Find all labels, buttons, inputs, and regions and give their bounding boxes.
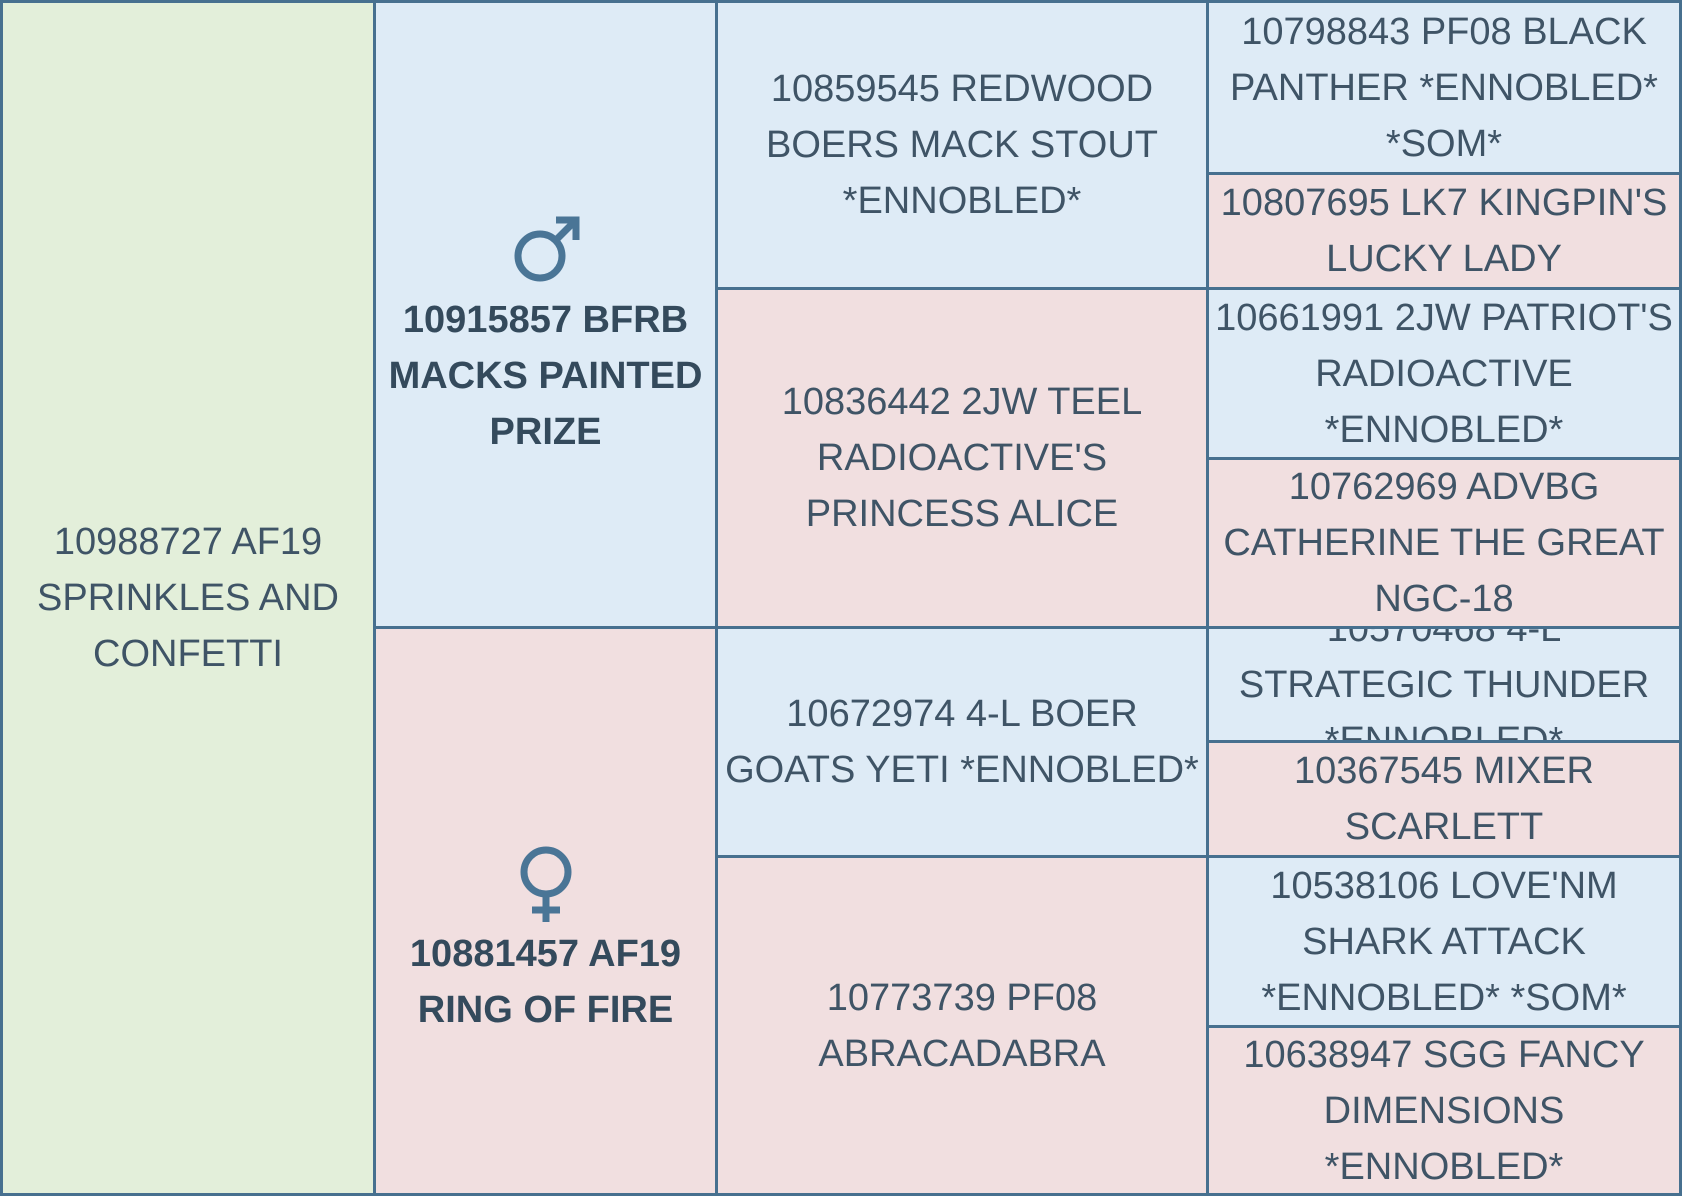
sire-dam-dam-name: 10762969 ADVBG CATHERINE THE GREAT NGC-1… [1223,466,1665,620]
sire-dam-sire-name: 10661991 2JW PATRIOT'S RADIOACTIVE *ENNO… [1215,296,1673,451]
dam-dam-dam-name: 10638947 SGG FANCY DIMENSIONS *ENNOBLED* [1243,1033,1645,1188]
dam-dam-cell: 10773739 PF08 ABRACADABRA [715,855,1209,1196]
subject-name: 10988727 AF19 SPRINKLES AND CONFETTI [37,521,339,675]
subject-cell: 10988727 AF19 SPRINKLES AND CONFETTI [0,0,376,1196]
dam-sire-dam-name: 10367545 MIXER SCARLETT [1294,750,1594,848]
male-symbol-icon [514,216,579,281]
sire-sire-dam-name: 10807695 LK7 KINGPIN'S LUCKY LADY [1220,182,1668,280]
dam-sire-sire-cell: 10570468 4-L STRATEGIC THUNDER *ENNOBLED… [1206,626,1682,743]
dam-dam-sire-name: 10538106 LOVE'NM SHARK ATTACK *ENNOBLED*… [1261,864,1627,1019]
dam-name: 10881457 AF19 RING OF FIRE [409,933,682,1031]
sire-dam-sire-cell: 10661991 2JW PATRIOT'S RADIOACTIVE *ENNO… [1206,287,1682,460]
sire-sire-dam-cell: 10807695 LK7 KINGPIN'S LUCKY LADY [1206,172,1682,290]
sire-name: 10915857 BFRB MACKS PAINTED PRIZE [388,298,703,453]
female-symbol-icon [520,846,571,922]
sire-sire-sire-cell: 10798843 PF08 BLACK PANTHER *ENNOBLED* *… [1206,0,1682,175]
sire-cell: 10915857 BFRB MACKS PAINTED PRIZE [373,0,718,629]
dam-dam-sire-cell: 10538106 LOVE'NM SHARK ATTACK *ENNOBLED*… [1206,855,1682,1028]
dam-sire-sire-name: 10570468 4-L STRATEGIC THUNDER *ENNOBLED… [1238,626,1650,743]
sire-sire-sire-name: 10798843 PF08 BLACK PANTHER *ENNOBLED* *… [1230,10,1658,165]
sire-dam-name: 10836442 2JW TEEL RADIOACTIVE'S PRINCESS… [781,381,1143,535]
sire-sire-cell: 10859545 REDWOOD BOERS MACK STOUT *ENNOB… [715,0,1209,290]
dam-cell: 10881457 AF19 RING OF FIRE [373,626,718,1196]
dam-dam-dam-cell: 10638947 SGG FANCY DIMENSIONS *ENNOBLED* [1206,1025,1682,1196]
sire-dam-dam-cell: 10762969 ADVBG CATHERINE THE GREAT NGC-1… [1206,457,1682,629]
dam-sire-dam-cell: 10367545 MIXER SCARLETT [1206,740,1682,858]
dam-dam-name: 10773739 PF08 ABRACADABRA [818,976,1106,1075]
dam-sire-cell: 10672974 4-L BOER GOATS YETI *ENNOBLED* [715,626,1209,858]
sire-sire-name: 10859545 REDWOOD BOERS MACK STOUT *ENNOB… [765,68,1159,222]
sire-dam-cell: 10836442 2JW TEEL RADIOACTIVE'S PRINCESS… [715,287,1209,629]
dam-sire-name: 10672974 4-L BOER GOATS YETI *ENNOBLED* [725,693,1199,791]
